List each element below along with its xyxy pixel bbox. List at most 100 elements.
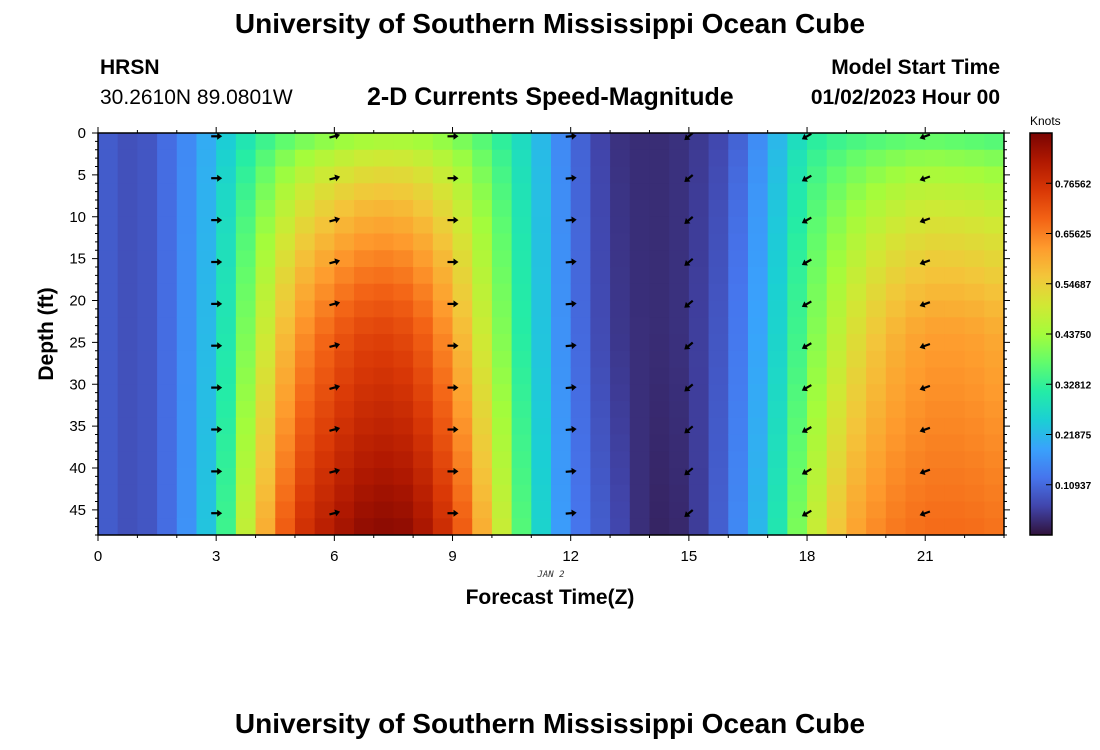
heatmap-cell bbox=[314, 283, 335, 302]
heatmap-cell bbox=[491, 166, 513, 184]
heatmap-cell bbox=[235, 216, 257, 235]
heatmap-cell bbox=[649, 434, 670, 452]
heatmap-cell bbox=[314, 350, 335, 369]
heatmap-cell bbox=[491, 267, 513, 285]
heatmap-cell bbox=[728, 250, 749, 268]
heatmap-cell bbox=[98, 334, 119, 352]
heatmap-cell bbox=[491, 501, 513, 519]
heatmap-cell bbox=[452, 233, 473, 251]
heatmap-cell bbox=[334, 501, 355, 519]
heatmap-cell bbox=[787, 317, 808, 335]
heatmap-cell bbox=[196, 401, 217, 419]
heatmap-cell bbox=[551, 434, 572, 452]
heatmap-cell bbox=[334, 317, 355, 335]
heatmap-cell bbox=[984, 501, 1004, 519]
heatmap-cell bbox=[866, 133, 887, 151]
heatmap-cell bbox=[708, 283, 729, 302]
heatmap-cell bbox=[98, 267, 119, 285]
heatmap-cell bbox=[747, 183, 769, 201]
heatmap-cell bbox=[649, 300, 670, 318]
footer-title: University of Southern Mississippi Ocean… bbox=[234, 708, 866, 739]
heatmap-cell bbox=[964, 451, 985, 469]
heatmap-cell bbox=[649, 468, 670, 486]
heatmap-cell bbox=[866, 468, 887, 486]
heatmap-cell bbox=[314, 250, 335, 268]
heatmap-cell bbox=[728, 434, 749, 452]
heatmap-cell bbox=[511, 149, 532, 168]
heatmap-cell bbox=[688, 518, 710, 535]
heatmap-cell bbox=[669, 283, 690, 302]
heatmap-cell bbox=[747, 267, 769, 285]
heatmap-cell bbox=[688, 468, 710, 486]
heatmap-cell bbox=[649, 367, 670, 385]
heatmap-cell bbox=[472, 518, 493, 535]
heatmap-cell bbox=[176, 133, 198, 151]
heatmap-cell bbox=[649, 216, 670, 235]
heatmap-cell bbox=[925, 317, 946, 335]
heatmap-cell bbox=[787, 451, 808, 469]
heatmap-cell bbox=[570, 334, 591, 352]
heatmap-cell bbox=[393, 434, 414, 452]
heatmap-cell bbox=[373, 501, 395, 519]
heatmap-cell bbox=[531, 484, 552, 503]
heatmap-cell bbox=[452, 401, 473, 419]
heatmap-cell bbox=[964, 300, 985, 318]
heatmap-cell bbox=[531, 468, 552, 486]
heatmap-cell bbox=[649, 350, 670, 369]
heatmap-cell bbox=[117, 283, 138, 302]
heatmap-cell bbox=[413, 334, 434, 352]
heatmap-cell bbox=[117, 149, 138, 168]
heatmap-cell bbox=[688, 401, 710, 419]
heatmap-cell bbox=[728, 417, 749, 436]
heatmap-cell bbox=[176, 300, 198, 318]
heatmap-cell bbox=[551, 317, 572, 335]
heatmap-cell bbox=[334, 518, 355, 535]
heatmap-cell bbox=[708, 334, 729, 352]
heatmap-cell bbox=[511, 451, 532, 469]
heatmap-cell bbox=[314, 317, 335, 335]
heatmap-cell bbox=[925, 484, 946, 503]
heatmap-cell bbox=[176, 384, 198, 402]
heatmap-cell bbox=[767, 200, 788, 218]
heatmap-cell bbox=[354, 501, 375, 519]
heatmap-cell bbox=[432, 267, 454, 285]
heatmap-cell bbox=[925, 300, 946, 318]
heatmap-cell bbox=[905, 451, 926, 469]
heatmap-cell bbox=[984, 166, 1004, 184]
heatmap-cell bbox=[866, 434, 887, 452]
heatmap-cell bbox=[846, 501, 867, 519]
heatmap-cell bbox=[255, 216, 276, 235]
heatmap-cell bbox=[669, 518, 690, 535]
heatmap-cell bbox=[551, 484, 572, 503]
heatmap-cell bbox=[590, 468, 611, 486]
heatmap-cell bbox=[117, 233, 138, 251]
heatmap-cell bbox=[275, 149, 296, 168]
heatmap-cell bbox=[432, 484, 454, 503]
heatmap-cell bbox=[925, 501, 946, 519]
heatmap-cell bbox=[846, 384, 867, 402]
heatmap-cell bbox=[354, 267, 375, 285]
heatmap-cell bbox=[944, 350, 966, 369]
heatmap-cell bbox=[846, 200, 867, 218]
heatmap-cell bbox=[413, 283, 434, 302]
heatmap-cell bbox=[708, 401, 729, 419]
heatmap-cell bbox=[491, 451, 513, 469]
heatmap-cell bbox=[610, 367, 631, 385]
heatmap-cell bbox=[393, 350, 414, 369]
heatmap-cell bbox=[807, 501, 828, 519]
heatmap-cell bbox=[413, 300, 434, 318]
heatmap-cell bbox=[98, 451, 119, 469]
heatmap-cell bbox=[551, 451, 572, 469]
x-tick-label: 21 bbox=[917, 548, 934, 565]
heatmap-cell bbox=[334, 434, 355, 452]
heatmap-cell bbox=[137, 384, 158, 402]
current-vector bbox=[211, 216, 223, 224]
heatmap-cell bbox=[275, 267, 296, 285]
heatmap-cell bbox=[235, 350, 257, 369]
heatmap-cell bbox=[511, 518, 532, 535]
current-vector bbox=[919, 468, 931, 476]
heatmap-cell bbox=[767, 484, 788, 503]
heatmap-cell bbox=[866, 417, 887, 436]
y-axis-title: Depth (ft) bbox=[35, 287, 58, 380]
heatmap-cell bbox=[590, 233, 611, 251]
